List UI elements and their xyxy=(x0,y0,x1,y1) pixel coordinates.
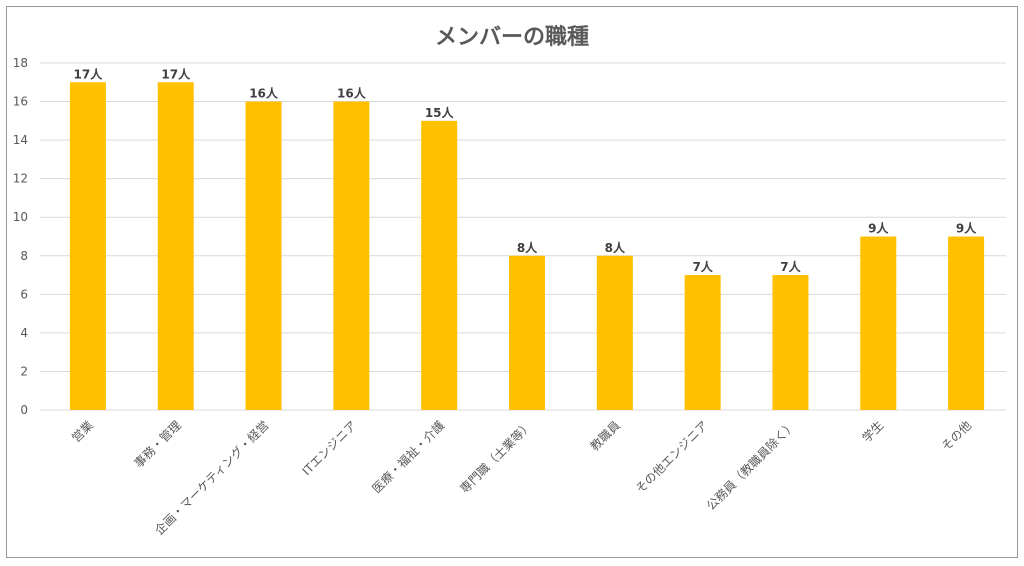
gridlines xyxy=(40,62,1006,411)
bars xyxy=(69,82,985,411)
y-tick-label: 14 xyxy=(13,133,28,147)
y-axis-ticks: 0 2 4 6 8 10 12 14 16 18 xyxy=(13,56,28,417)
x-category-label: 医療・福祉・介護 xyxy=(369,418,447,496)
data-label: 17人 xyxy=(161,66,191,81)
y-tick-label: 10 xyxy=(13,210,28,224)
x-category-label: 専門職（士業等） xyxy=(457,418,535,496)
bar xyxy=(245,101,282,411)
x-category-label: その他エンジニア xyxy=(633,418,711,496)
bar xyxy=(421,120,458,410)
data-label: 9人 xyxy=(956,221,977,236)
x-category-label: ITエンジニア xyxy=(299,418,359,478)
data-label: 7人 xyxy=(780,259,801,274)
x-category-label: 公務員（教職員除く） xyxy=(703,418,798,513)
y-tick-label: 0 xyxy=(20,403,28,417)
bar xyxy=(333,101,370,411)
x-category-label: その他 xyxy=(939,418,974,453)
x-category-label: 学生 xyxy=(859,418,887,446)
y-tick-label: 12 xyxy=(13,172,28,186)
bar xyxy=(596,255,633,410)
x-category-label: 事務・管理 xyxy=(131,418,184,471)
bar xyxy=(772,275,809,410)
data-label: 16人 xyxy=(337,86,367,101)
bar xyxy=(509,255,545,410)
bar xyxy=(684,275,721,410)
y-tick-label: 4 xyxy=(20,326,28,340)
bar xyxy=(948,236,985,410)
x-category-label: 営業 xyxy=(69,418,96,445)
bar xyxy=(157,82,194,411)
bar xyxy=(69,82,106,411)
data-label: 16人 xyxy=(249,86,279,101)
data-label: 17人 xyxy=(74,66,104,81)
data-label: 15人 xyxy=(425,105,455,120)
data-label: 9人 xyxy=(868,221,889,236)
data-label: 7人 xyxy=(692,259,713,274)
data-label: 8人 xyxy=(605,240,626,255)
y-tick-label: 16 xyxy=(13,95,28,109)
data-labels: 17人 17人 16人 16人 15人 8人 8人 7人 7人 9人 9人 xyxy=(74,66,978,274)
chart-title: メンバーの職種 xyxy=(435,24,589,50)
y-tick-label: 2 xyxy=(20,364,28,378)
y-tick-label: 8 xyxy=(20,249,28,263)
x-category-label: 教職員 xyxy=(587,418,623,454)
data-label: 8人 xyxy=(517,240,538,255)
y-tick-label: 18 xyxy=(13,56,28,70)
y-tick-label: 6 xyxy=(20,287,28,301)
bar xyxy=(860,236,897,410)
